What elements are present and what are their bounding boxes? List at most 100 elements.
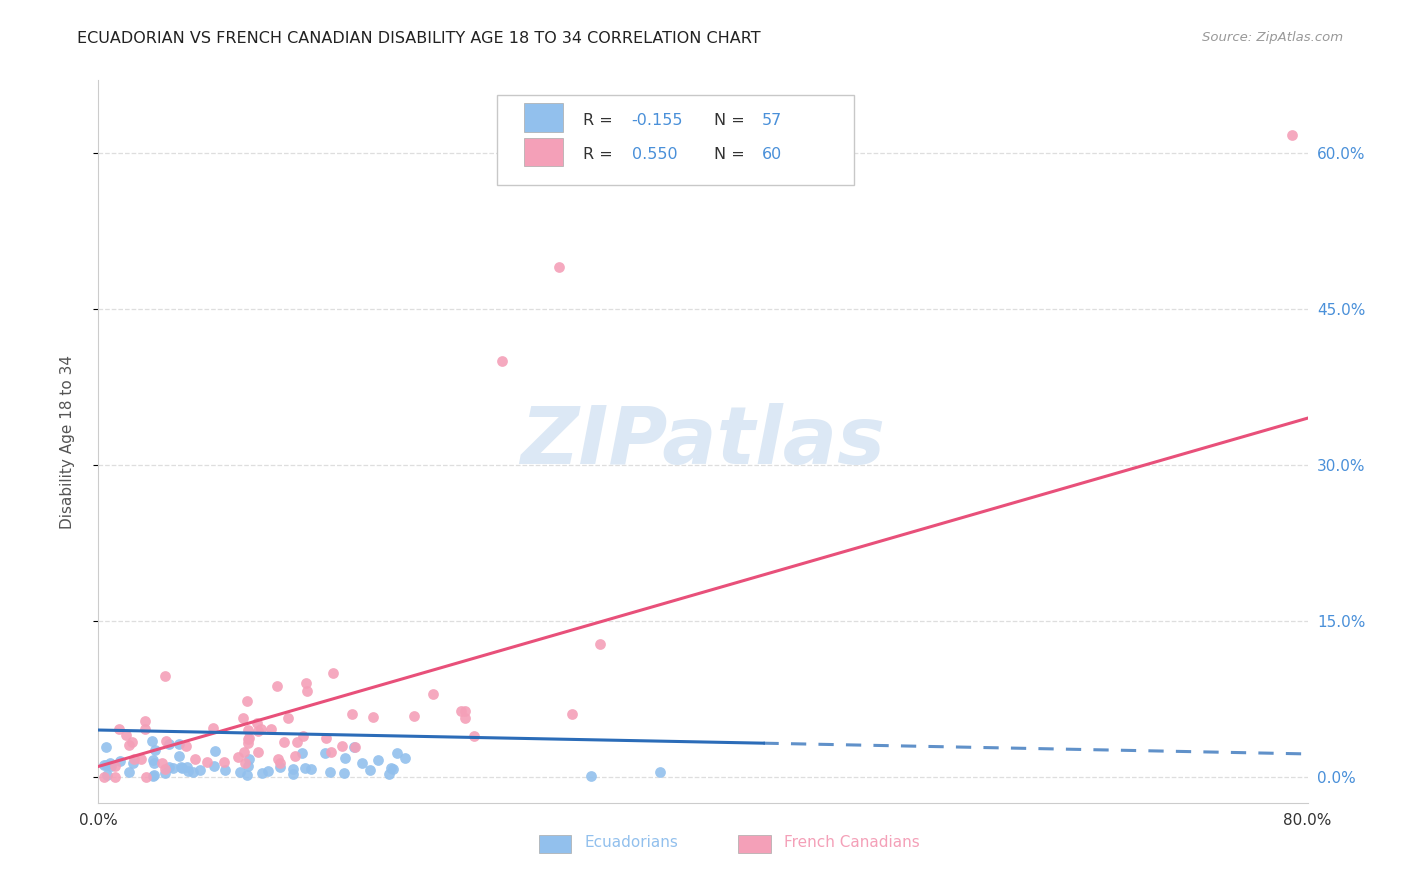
Point: [650, 765, 672, 780]
Point: [491, 354, 513, 368]
Point: [236, 694, 259, 708]
Point: [404, 709, 426, 723]
Point: [183, 764, 205, 779]
Point: [236, 736, 259, 750]
Point: [115, 728, 138, 742]
Text: French Canadians: French Canadians: [785, 835, 920, 850]
Point: [294, 761, 316, 775]
Point: [250, 766, 273, 780]
Point: [340, 706, 363, 721]
Point: [167, 737, 190, 751]
Point: [104, 770, 127, 784]
Point: [100, 759, 122, 773]
Point: [238, 752, 260, 766]
Point: [96, 758, 118, 772]
Text: 60: 60: [762, 147, 783, 162]
Point: [382, 762, 405, 776]
Point: [214, 763, 236, 777]
Point: [135, 770, 157, 784]
FancyBboxPatch shape: [738, 836, 770, 853]
Point: [291, 746, 314, 760]
FancyBboxPatch shape: [538, 836, 571, 853]
Point: [322, 666, 344, 681]
Point: [266, 679, 288, 693]
Point: [131, 752, 153, 766]
Point: [561, 706, 583, 721]
Point: [579, 769, 602, 783]
Point: [233, 756, 256, 771]
Point: [197, 755, 219, 769]
Text: -0.155: -0.155: [631, 112, 683, 128]
Point: [269, 760, 291, 774]
Point: [1281, 128, 1303, 143]
Point: [238, 731, 260, 746]
Point: [157, 737, 180, 751]
Point: [96, 768, 118, 782]
Point: [143, 742, 166, 756]
Point: [236, 723, 259, 738]
Point: [143, 756, 166, 770]
Point: [150, 756, 173, 771]
FancyBboxPatch shape: [498, 95, 855, 185]
Point: [291, 729, 314, 743]
Point: [277, 710, 299, 724]
Text: N =: N =: [714, 112, 749, 128]
Point: [141, 734, 163, 748]
Text: N =: N =: [714, 147, 749, 162]
Point: [157, 760, 180, 774]
Point: [233, 745, 256, 759]
Point: [236, 759, 259, 773]
Point: [232, 711, 254, 725]
Point: [118, 738, 141, 752]
Text: R =: R =: [583, 147, 619, 162]
Point: [332, 765, 354, 780]
Point: [281, 767, 304, 781]
Point: [394, 751, 416, 765]
Point: [285, 735, 308, 749]
Text: Source: ZipAtlas.com: Source: ZipAtlas.com: [1202, 31, 1343, 45]
Point: [93, 758, 115, 772]
Point: [284, 749, 307, 764]
Point: [387, 746, 409, 760]
Point: [454, 711, 477, 725]
Point: [281, 762, 304, 776]
Point: [363, 709, 385, 723]
Point: [236, 768, 259, 782]
Point: [93, 770, 115, 784]
Point: [319, 745, 342, 759]
Point: [142, 753, 165, 767]
Point: [315, 731, 337, 745]
Point: [98, 756, 121, 770]
Point: [359, 763, 381, 777]
Point: [184, 752, 207, 766]
Point: [121, 735, 143, 749]
Point: [107, 722, 129, 736]
Point: [96, 740, 118, 755]
Point: [177, 764, 200, 778]
Point: [548, 260, 571, 275]
Point: [167, 748, 190, 763]
Point: [269, 756, 291, 771]
Point: [333, 750, 356, 764]
Point: [319, 764, 342, 779]
Point: [153, 765, 176, 780]
Point: [204, 744, 226, 758]
Text: ZIPatlas: ZIPatlas: [520, 402, 886, 481]
Point: [226, 749, 249, 764]
Y-axis label: Disability Age 18 to 34: Disability Age 18 to 34: [60, 354, 75, 529]
Point: [246, 745, 269, 759]
Point: [142, 768, 165, 782]
Point: [202, 759, 225, 773]
Point: [176, 760, 198, 774]
Point: [236, 731, 259, 746]
Point: [343, 740, 366, 755]
Point: [134, 714, 156, 728]
Point: [202, 721, 225, 735]
Point: [170, 760, 193, 774]
Point: [155, 762, 177, 776]
Point: [172, 761, 194, 775]
Point: [350, 756, 373, 770]
Point: [463, 729, 485, 743]
Point: [267, 752, 290, 766]
Point: [134, 722, 156, 736]
